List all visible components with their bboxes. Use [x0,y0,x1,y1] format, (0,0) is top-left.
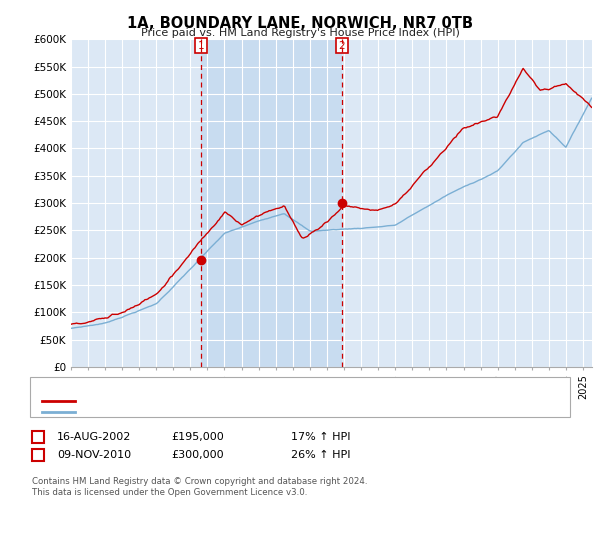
Text: Price paid vs. HM Land Registry's House Price Index (HPI): Price paid vs. HM Land Registry's House … [140,28,460,38]
Text: 09-NOV-2010: 09-NOV-2010 [57,450,131,460]
Text: £300,000: £300,000 [171,450,224,460]
Text: 2: 2 [34,450,41,460]
Text: 26% ↑ HPI: 26% ↑ HPI [291,450,350,460]
Bar [201,39,342,367]
Text: Contains HM Land Registry data © Crown copyright and database right 2024.
This d: Contains HM Land Registry data © Crown c… [32,477,367,497]
Text: 17% ↑ HPI: 17% ↑ HPI [291,432,350,442]
Text: 1A, BOUNDARY LANE, NORWICH, NR7 0TB: 1A, BOUNDARY LANE, NORWICH, NR7 0TB [127,16,473,31]
Text: 16-AUG-2002: 16-AUG-2002 [57,432,131,442]
Text: 1: 1 [34,432,41,442]
Text: HPI: Average price, detached house, Broadland: HPI: Average price, detached house, Broa… [80,407,326,417]
Text: £195,000: £195,000 [171,432,224,442]
Text: 2: 2 [338,41,345,51]
Text: 1A, BOUNDARY LANE, NORWICH, NR7 0TB (detached house): 1A, BOUNDARY LANE, NORWICH, NR7 0TB (det… [80,396,393,406]
Text: 1: 1 [197,41,204,51]
